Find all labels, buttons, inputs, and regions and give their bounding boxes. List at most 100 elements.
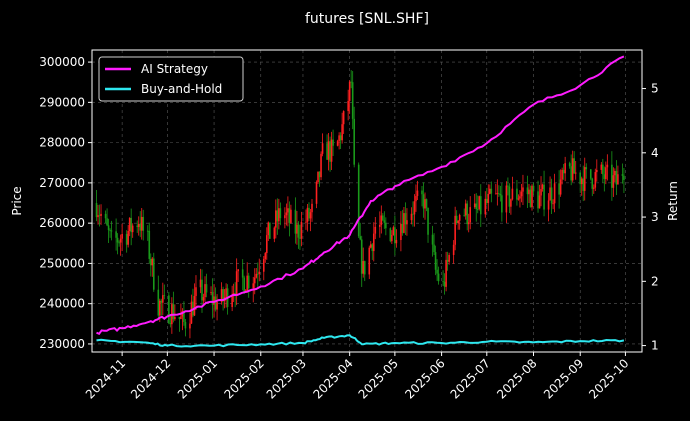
candle-body (148, 230, 151, 259)
candle-body (380, 215, 383, 225)
candle-body (498, 193, 500, 194)
candle-body (98, 215, 101, 216)
candle-body (253, 277, 256, 284)
candle-body (537, 191, 539, 209)
candle-body (189, 323, 191, 329)
y-tick-label: 280000 (39, 136, 85, 150)
candle-body (178, 317, 181, 319)
candle-body (490, 188, 493, 194)
candle-body (290, 209, 292, 223)
candle-body (326, 143, 328, 160)
candle-body (400, 223, 402, 241)
candle-body (163, 295, 166, 297)
candle-body (363, 261, 366, 275)
candle-body (315, 182, 318, 204)
candle-body (495, 193, 497, 195)
candle-body (146, 230, 149, 232)
candle-body (582, 178, 585, 191)
candle-body (299, 237, 301, 239)
candle-body (374, 226, 377, 234)
candle-body (106, 218, 108, 226)
candle-body (532, 185, 535, 192)
candle-body (210, 292, 212, 293)
ai-strategy-line (96, 55, 625, 336)
candle-body (339, 135, 342, 141)
candle-body (125, 233, 128, 245)
candle-body (529, 189, 532, 208)
candle-body (606, 164, 609, 168)
candle-body (443, 281, 446, 287)
candle-body (528, 189, 530, 195)
candle-body (479, 196, 482, 215)
candle-body (351, 82, 354, 119)
candle-body (550, 187, 553, 204)
candle-body (353, 118, 355, 165)
candle-body (516, 188, 518, 200)
candle-body (531, 185, 533, 208)
candle-body (511, 188, 514, 200)
candle-body (222, 289, 224, 302)
candle-body (183, 310, 185, 322)
candle-body (142, 216, 145, 231)
candle-body (265, 235, 268, 254)
candle-body (549, 187, 551, 201)
candle-body (505, 185, 508, 213)
candle-body (489, 188, 491, 194)
candle-body (600, 164, 603, 170)
candle-body (436, 269, 438, 274)
candle-body (448, 254, 450, 262)
candle-body (427, 207, 429, 235)
candle-body (520, 191, 523, 197)
candle-body (547, 200, 550, 210)
candle-body (231, 295, 233, 307)
candle-body (568, 163, 571, 167)
candle-body (285, 212, 288, 216)
candle-body (139, 223, 142, 231)
candle-body (357, 164, 360, 237)
chart-title: futures [SNL.SHF] (305, 11, 429, 27)
y-axis-title: Price (10, 186, 24, 215)
candle-body (308, 207, 310, 219)
candle-body (573, 158, 575, 174)
candle-body (216, 302, 218, 310)
candle-body (294, 209, 297, 234)
candle-body (403, 213, 405, 233)
candle-body (510, 199, 512, 207)
candle-body (517, 198, 520, 200)
candle-body (621, 174, 624, 176)
candle-body (467, 222, 470, 225)
candle-body (371, 244, 374, 252)
candle-body (519, 196, 521, 199)
candle-body (433, 244, 435, 253)
candle-body (184, 321, 187, 329)
candle-body (252, 283, 255, 289)
x-tick-label: 2025-01 (175, 356, 220, 401)
candle-body (552, 203, 554, 205)
candle-body (300, 221, 303, 239)
candle-body (422, 194, 425, 209)
candle-body (425, 199, 428, 208)
x-tick-label: 2024-11 (83, 356, 128, 401)
candle-body (273, 227, 276, 239)
candle-body (561, 169, 563, 180)
candle-body (484, 198, 487, 215)
candle-body (336, 141, 339, 146)
candle-body (136, 225, 139, 227)
candle-body (594, 172, 597, 188)
candle-body (169, 323, 172, 325)
candle-body (118, 242, 120, 244)
y-tick-label: 260000 (39, 216, 85, 230)
legend-frame (98, 56, 244, 102)
candle-body (213, 296, 215, 305)
candle-body (485, 198, 488, 203)
candle-body (332, 139, 334, 146)
y-tick-label: 270000 (39, 176, 85, 190)
candle-body (115, 231, 117, 238)
candle-body (454, 215, 456, 245)
candle-body (487, 193, 490, 203)
candle-body (379, 224, 381, 227)
x-tick-label: 2025-04 (310, 356, 355, 401)
candle-body (541, 184, 544, 190)
candle-body (276, 210, 279, 222)
